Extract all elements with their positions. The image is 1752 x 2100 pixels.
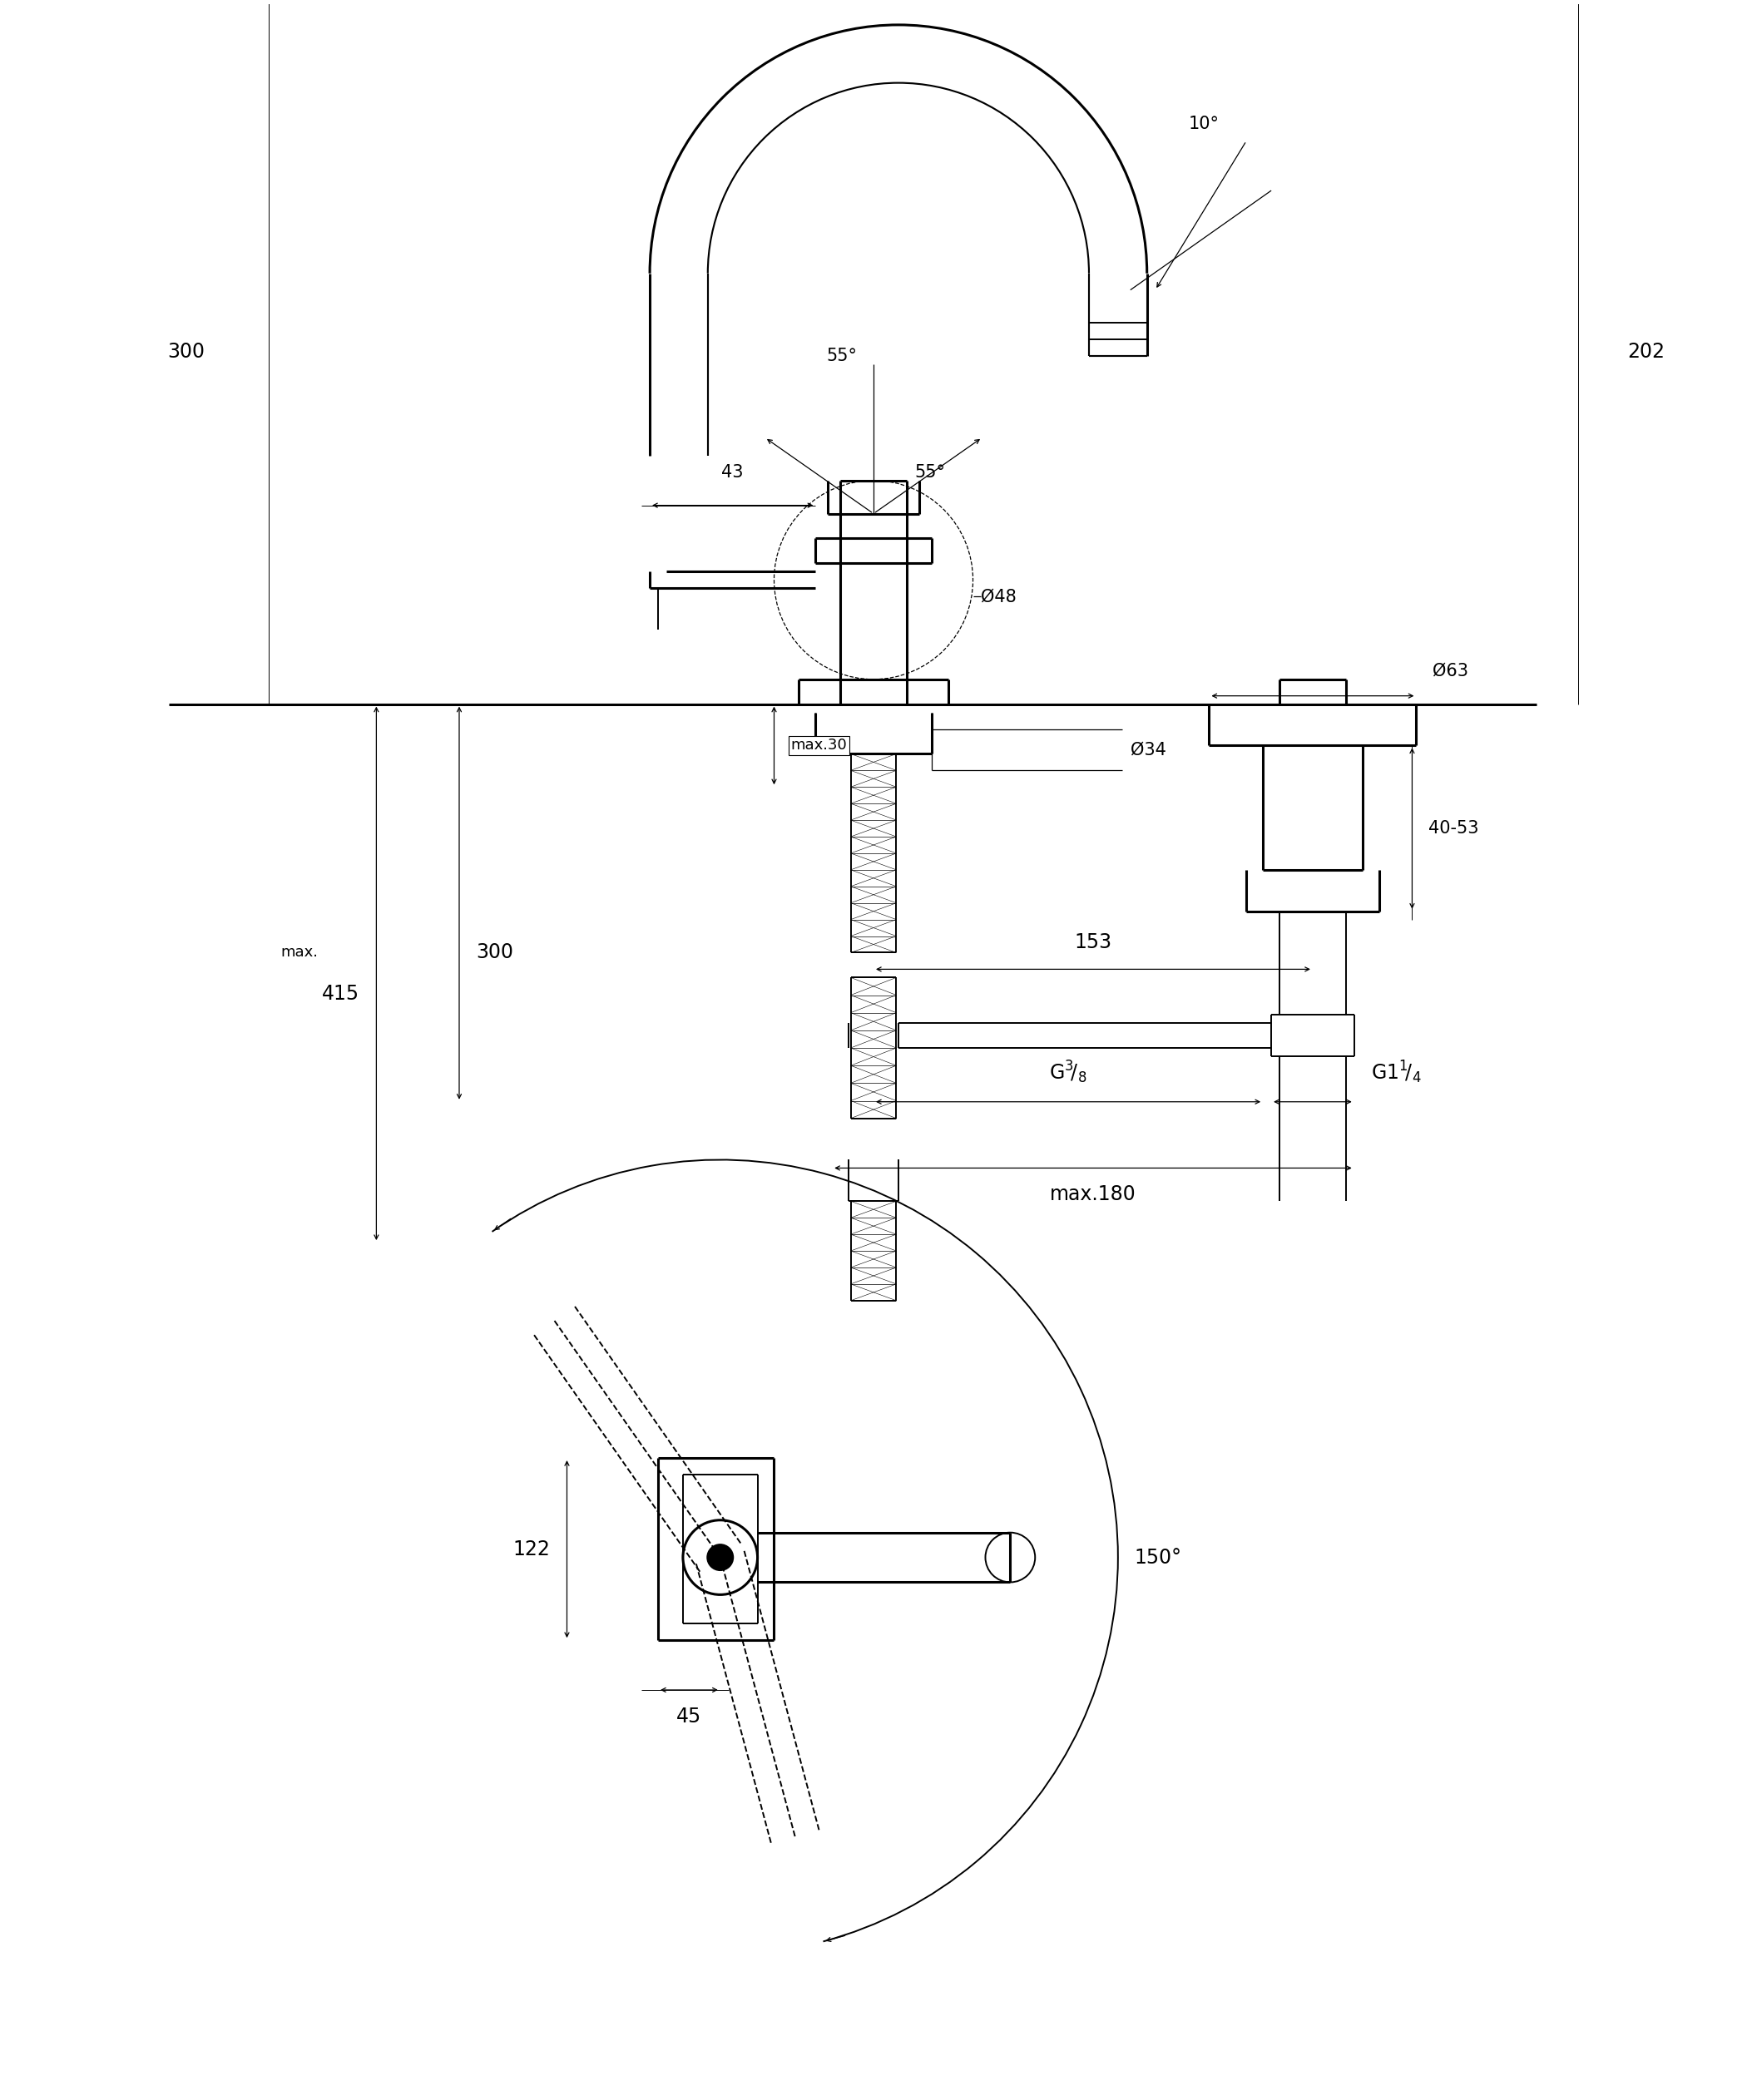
Text: 122: 122	[513, 1539, 550, 1558]
Text: 10°: 10°	[1188, 116, 1219, 132]
Text: Ø48: Ø48	[981, 588, 1016, 605]
Text: 40-53: 40-53	[1428, 821, 1479, 836]
Text: 415: 415	[322, 985, 359, 1004]
Text: 150°: 150°	[1135, 1548, 1183, 1567]
Text: 45: 45	[676, 1707, 703, 1726]
Text: 43: 43	[722, 464, 743, 481]
Text: max.30: max.30	[790, 737, 846, 754]
Text: 202: 202	[1628, 342, 1664, 361]
Text: 55°: 55°	[827, 349, 857, 365]
Text: 300: 300	[477, 943, 513, 962]
Text: Ø63: Ø63	[1433, 664, 1468, 678]
Text: Ø34: Ø34	[1130, 741, 1167, 758]
Text: G$^3\!$/$_8$: G$^3\!$/$_8$	[1049, 1058, 1088, 1086]
Text: 55°: 55°	[915, 464, 946, 481]
Circle shape	[708, 1546, 732, 1571]
Text: G1$^1\!$/$_4$: G1$^1\!$/$_4$	[1370, 1058, 1421, 1086]
Text: 300: 300	[166, 342, 205, 361]
Text: max.180: max.180	[1049, 1184, 1137, 1205]
Text: 153: 153	[1074, 932, 1113, 953]
Text: max.: max.	[280, 945, 319, 960]
